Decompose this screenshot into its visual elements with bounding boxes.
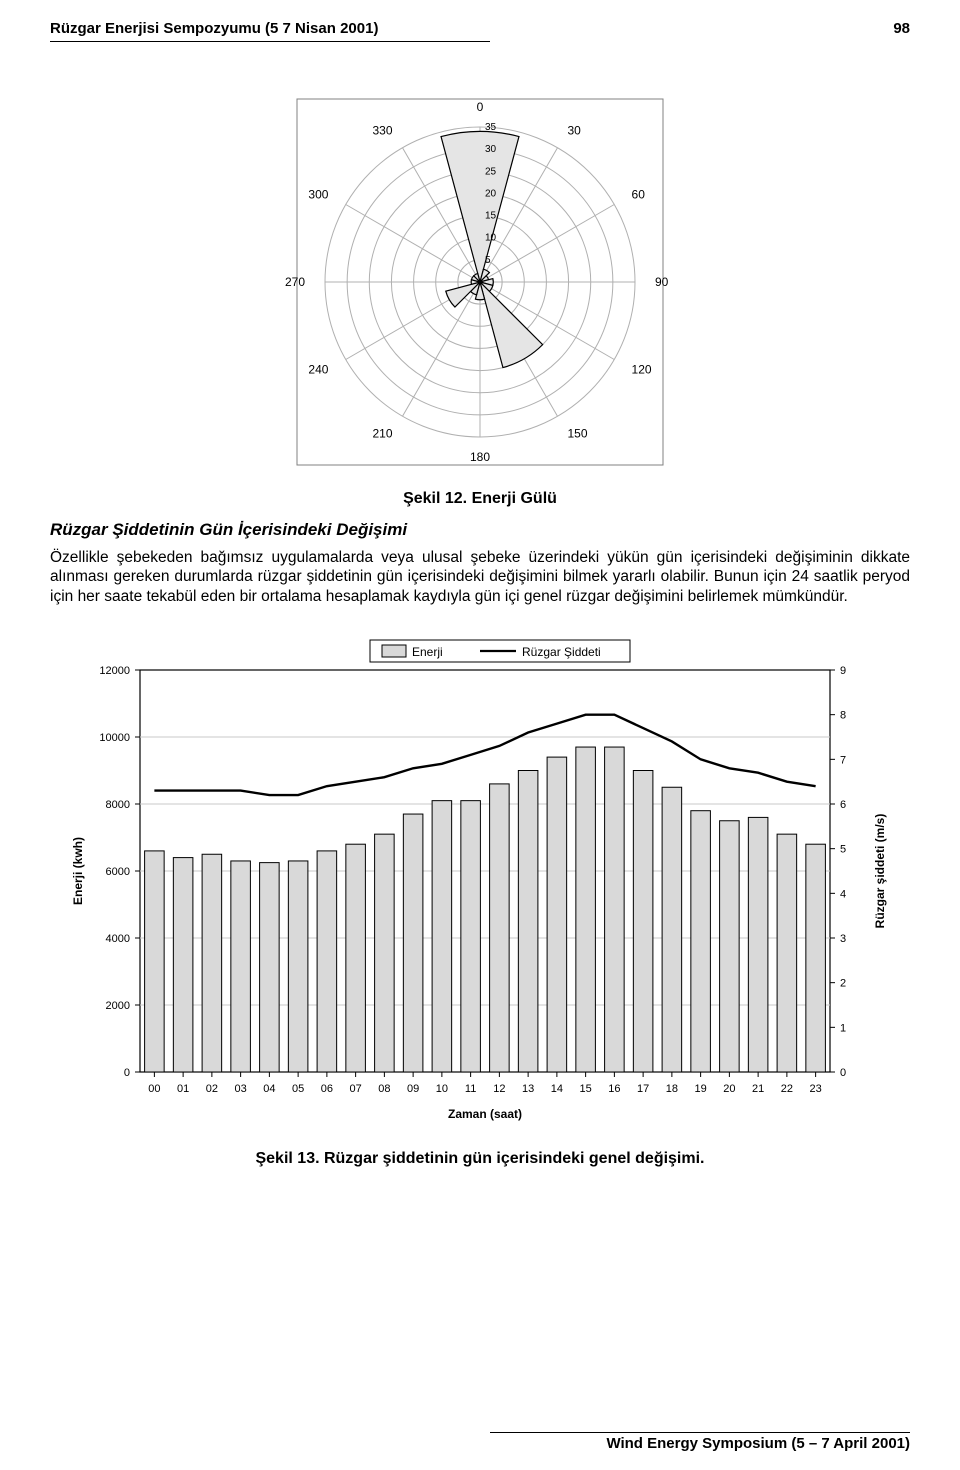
- svg-text:90: 90: [655, 275, 669, 289]
- bar-line-chart: EnerjiRüzgar Şiddeti02000400060008000100…: [60, 624, 900, 1144]
- polar-chart: 5 10 15 20 25 30 350 30 60 90 120 150 180 210 240 270 30…: [240, 62, 720, 482]
- svg-text:3: 3: [840, 933, 846, 945]
- svg-text:08: 08: [378, 1083, 390, 1095]
- svg-text:4000: 4000: [106, 933, 130, 945]
- svg-text:15: 15: [485, 211, 497, 222]
- svg-text:22: 22: [781, 1083, 793, 1095]
- figure13-caption: Şekil 13. Rüzgar şiddetinin gün içerisin…: [50, 1150, 910, 1168]
- svg-text:21: 21: [752, 1083, 764, 1095]
- header-rule: [50, 41, 490, 42]
- svg-text:05: 05: [292, 1083, 304, 1095]
- svg-text:35: 35: [485, 122, 497, 133]
- footer-rule: [490, 1432, 910, 1433]
- svg-text:19: 19: [695, 1083, 707, 1095]
- svg-text:5: 5: [485, 255, 491, 266]
- svg-text:30: 30: [485, 144, 497, 155]
- page-header: Rüzgar Enerjisi Sempozyumu (5 7 Nisan 20…: [50, 20, 910, 37]
- svg-text:10: 10: [436, 1083, 448, 1095]
- svg-text:4: 4: [840, 888, 846, 900]
- figure12-caption: Şekil 12. Enerji Gülü: [50, 490, 910, 508]
- svg-text:7: 7: [840, 754, 846, 766]
- svg-text:09: 09: [407, 1083, 419, 1095]
- header-pageno: 98: [893, 20, 910, 37]
- svg-text:10000: 10000: [99, 732, 130, 744]
- svg-text:07: 07: [350, 1083, 362, 1095]
- svg-text:10: 10: [485, 233, 497, 244]
- section-title: Rüzgar Şiddetinin Gün İçerisindeki Değiş…: [50, 520, 910, 540]
- svg-text:2: 2: [840, 978, 846, 990]
- svg-text:16: 16: [608, 1083, 620, 1095]
- svg-text:8: 8: [840, 710, 846, 722]
- svg-text:1: 1: [840, 1022, 846, 1034]
- svg-text:60: 60: [632, 188, 646, 202]
- svg-text:01: 01: [177, 1083, 189, 1095]
- svg-text:Rüzgar Şiddeti: Rüzgar Şiddeti: [522, 645, 601, 659]
- svg-text:2000: 2000: [106, 1000, 130, 1012]
- svg-text:00: 00: [148, 1083, 160, 1095]
- header-left: Rüzgar Enerjisi Sempozyumu (5 7 Nisan 20…: [50, 20, 378, 37]
- svg-text:0: 0: [477, 100, 484, 114]
- svg-text:150: 150: [568, 427, 588, 441]
- svg-text:Rüzgar şiddeti (m/s): Rüzgar şiddeti (m/s): [873, 814, 887, 929]
- svg-text:210: 210: [372, 427, 392, 441]
- svg-text:180: 180: [470, 450, 490, 464]
- svg-text:270: 270: [285, 275, 305, 289]
- svg-text:120: 120: [632, 363, 652, 377]
- svg-text:18: 18: [666, 1083, 678, 1095]
- svg-text:25: 25: [485, 166, 497, 177]
- svg-text:9: 9: [840, 665, 846, 677]
- svg-text:15: 15: [580, 1083, 592, 1095]
- svg-text:04: 04: [263, 1083, 275, 1095]
- svg-text:02: 02: [206, 1083, 218, 1095]
- svg-text:8000: 8000: [106, 799, 130, 811]
- svg-text:14: 14: [551, 1083, 563, 1095]
- svg-text:0: 0: [840, 1067, 846, 1079]
- svg-text:240: 240: [308, 363, 328, 377]
- svg-text:11: 11: [465, 1083, 476, 1095]
- svg-text:13: 13: [522, 1083, 534, 1095]
- svg-text:Zaman (saat): Zaman (saat): [448, 1107, 522, 1121]
- svg-text:5: 5: [840, 844, 846, 856]
- svg-text:20: 20: [485, 188, 497, 199]
- svg-text:12000: 12000: [99, 665, 130, 677]
- svg-text:0: 0: [124, 1067, 130, 1079]
- svg-text:03: 03: [235, 1083, 247, 1095]
- svg-text:23: 23: [810, 1083, 822, 1095]
- svg-text:17: 17: [637, 1083, 649, 1095]
- svg-text:300: 300: [308, 188, 328, 202]
- svg-text:06: 06: [321, 1083, 333, 1095]
- svg-text:6000: 6000: [106, 866, 130, 878]
- svg-text:330: 330: [372, 123, 392, 137]
- footer-text: Wind Energy Symposium (5 – 7 April 2001): [50, 1435, 910, 1452]
- svg-text:Enerji (kwh): Enerji (kwh): [71, 837, 85, 905]
- svg-text:Enerji: Enerji: [412, 645, 443, 659]
- svg-text:6: 6: [840, 799, 846, 811]
- svg-text:12: 12: [493, 1083, 505, 1095]
- body-paragraph: Özellikle şebekeden bağımsız uygulamalar…: [50, 548, 910, 606]
- svg-text:20: 20: [723, 1083, 735, 1095]
- svg-text:30: 30: [568, 123, 582, 137]
